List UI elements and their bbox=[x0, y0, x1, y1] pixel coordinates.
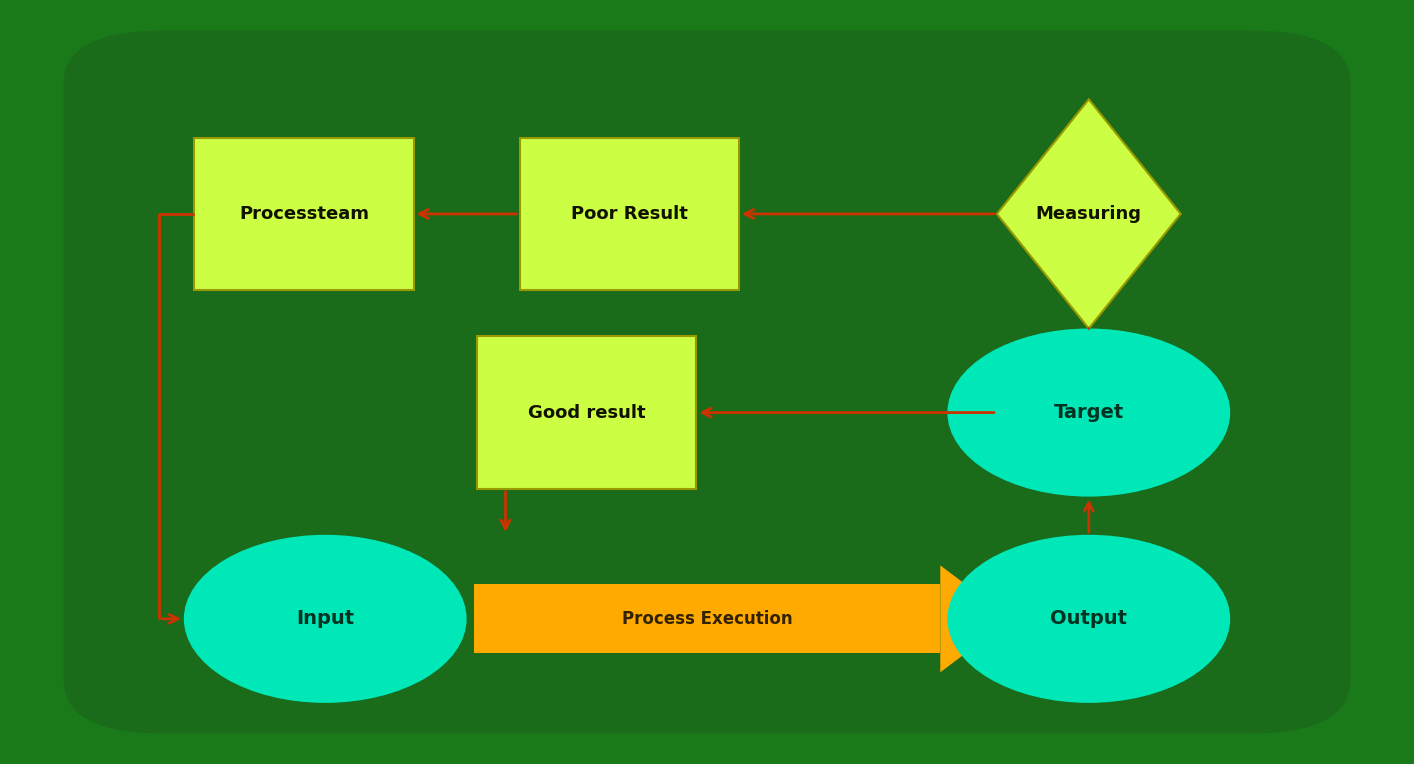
Text: Output: Output bbox=[1051, 610, 1127, 628]
Text: Good result: Good result bbox=[527, 403, 646, 422]
FancyBboxPatch shape bbox=[474, 584, 940, 653]
FancyBboxPatch shape bbox=[64, 31, 1350, 733]
FancyBboxPatch shape bbox=[194, 138, 413, 290]
Ellipse shape bbox=[184, 535, 467, 703]
FancyBboxPatch shape bbox=[519, 138, 738, 290]
Ellipse shape bbox=[947, 535, 1230, 703]
Ellipse shape bbox=[947, 329, 1230, 497]
Text: Poor Result: Poor Result bbox=[571, 205, 687, 223]
Text: Processteam: Processteam bbox=[239, 205, 369, 223]
Text: Measuring: Measuring bbox=[1036, 205, 1141, 223]
Text: Input: Input bbox=[296, 610, 355, 628]
FancyBboxPatch shape bbox=[477, 336, 696, 489]
Polygon shape bbox=[997, 99, 1181, 329]
Text: Process Execution: Process Execution bbox=[622, 610, 792, 628]
Polygon shape bbox=[940, 565, 1011, 672]
Text: Target: Target bbox=[1053, 403, 1124, 422]
